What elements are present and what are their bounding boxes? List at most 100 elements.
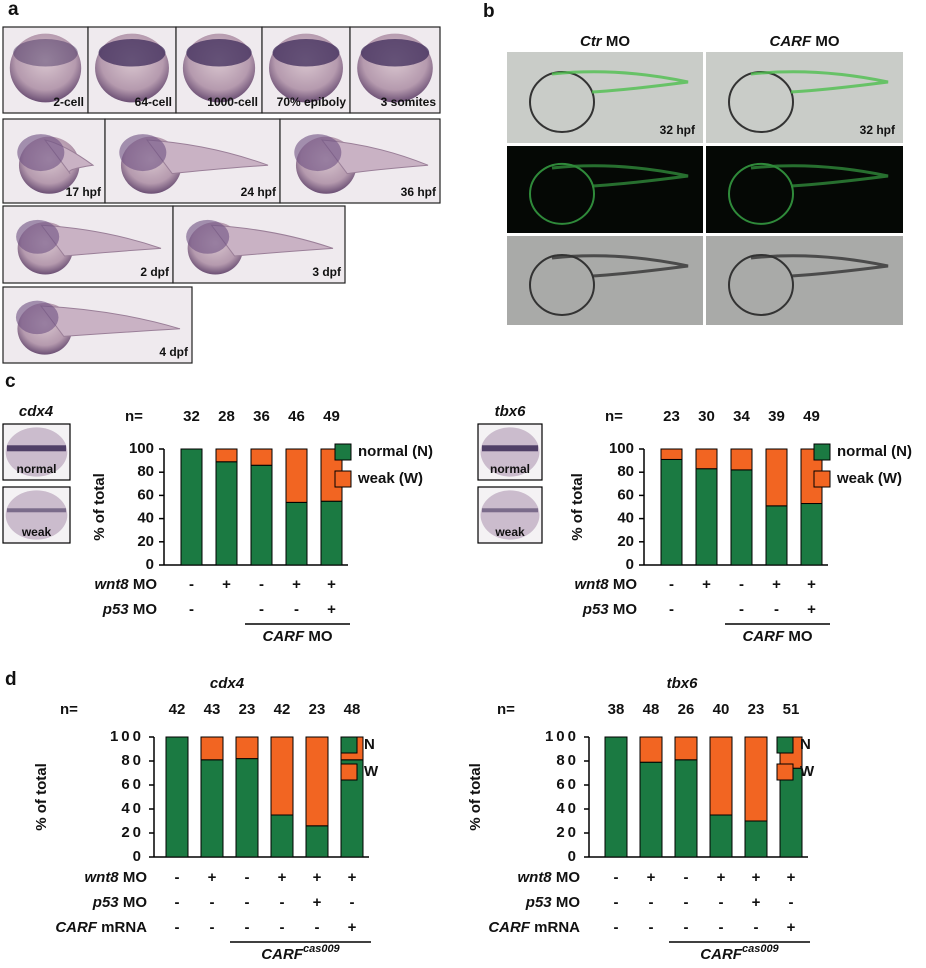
condition-label: CARF mRNA (55, 919, 147, 936)
image-label: 64-cell (135, 95, 172, 109)
bar-segment (200, 736, 224, 761)
bar-segment (709, 736, 733, 816)
text-part: p53 (92, 894, 120, 911)
condition-mark: - (739, 576, 744, 593)
condition-mark: - (259, 576, 264, 593)
column-header: CARF MO (769, 33, 839, 50)
condition-mark: - (189, 601, 194, 618)
condition-label: p53 MO (102, 601, 158, 618)
embryo-tail (551, 164, 689, 188)
text-part: MO (552, 869, 581, 886)
text-part: CARF (742, 628, 784, 645)
bar-segment (674, 759, 698, 858)
n-value: 48 (643, 701, 660, 718)
image-label: 17 hpf (66, 185, 102, 199)
image-label: 36 hpf (401, 185, 437, 199)
text-part: MO (129, 576, 158, 593)
embryo-outline (728, 162, 794, 225)
condition-mark: - (175, 894, 180, 911)
legend-label: N (800, 736, 811, 753)
condition-mark: - (189, 576, 194, 593)
condition-mark: - (280, 919, 285, 936)
text-part: mRNA (530, 919, 580, 936)
condition-mark: - (280, 894, 285, 911)
embryo-tail (39, 305, 181, 337)
text-part: MO (811, 33, 840, 50)
condition-mark: - (175, 869, 180, 886)
inset-embryo (5, 490, 68, 540)
inset-label: normal (490, 462, 530, 476)
condition-mark: + (313, 894, 322, 911)
condition-mark: - (649, 919, 654, 936)
n-value: 46 (288, 408, 305, 425)
bar-segment (765, 448, 788, 507)
embryo-tail (750, 70, 889, 94)
condition-label: wnt8 MO (94, 576, 157, 593)
embryo-outline (529, 162, 595, 225)
y-tick-label: 40 (617, 510, 634, 527)
y-tick-label: 100 (545, 728, 579, 745)
embryo-tail (551, 254, 689, 278)
legend-swatch (340, 763, 358, 781)
bar-segment (285, 448, 308, 503)
y-tick-label: 100 (609, 440, 634, 457)
condition-mark: - (649, 894, 654, 911)
bar-segment (235, 758, 259, 858)
bar-segment (660, 458, 683, 566)
bar-segment (639, 761, 663, 858)
panel-label: b (483, 1, 495, 22)
bar-segment (730, 469, 753, 566)
text-part: CARF (488, 919, 530, 936)
y-tick-label: 0 (146, 556, 154, 573)
condition-mark: + (807, 576, 816, 593)
condition-label: CARF mRNA (488, 919, 580, 936)
bar-segment (800, 503, 823, 566)
bar-segment (320, 500, 343, 566)
n-value: 42 (169, 701, 186, 718)
inset-title: cdx4 (19, 403, 54, 420)
condition-mark: - (719, 894, 724, 911)
condition-mark: + (717, 869, 726, 886)
embryo-cap (13, 39, 78, 67)
image-label: 3 somites (381, 95, 437, 109)
condition-mark: - (719, 919, 724, 936)
embryo-head (17, 134, 65, 172)
panel-label: d (5, 669, 17, 690)
inset-label: weak (494, 525, 525, 539)
text-part: MO (552, 894, 581, 911)
condition-mark: - (245, 894, 250, 911)
condition-mark: - (614, 869, 619, 886)
inset-embryo (480, 427, 540, 477)
condition-mark: + (348, 919, 357, 936)
y-axis-label: % of total (569, 473, 586, 541)
microscopy-image (706, 52, 903, 143)
condition-mark: - (684, 869, 689, 886)
y-tick-label: 40 (556, 800, 579, 817)
n-value: 42 (274, 701, 291, 718)
stage-label: 32 hpf (860, 123, 896, 137)
condition-mark: - (245, 919, 250, 936)
text-part: MO (609, 576, 638, 593)
embryo-tail (145, 139, 269, 175)
condition-mark: - (739, 601, 744, 618)
image-label: 70% epiboly (277, 95, 347, 109)
microscopy-image (507, 146, 703, 233)
bar-segment (250, 464, 273, 566)
n-value: 23 (663, 408, 680, 425)
condition-label: wnt8 MO (84, 869, 147, 886)
n-value: 26 (678, 701, 695, 718)
text-part: MO (609, 601, 638, 618)
chart-title: tbx6 (667, 675, 699, 692)
embryo-tail (551, 70, 689, 94)
y-tick-label: 60 (121, 776, 144, 793)
embryo-outline (728, 253, 794, 316)
n-value: 23 (309, 701, 326, 718)
text-part: wnt8 (517, 869, 552, 886)
bracket-label: CARF MO (742, 628, 812, 645)
condition-mark: - (350, 894, 355, 911)
legend-swatch (813, 470, 831, 488)
condition-mark: + (787, 919, 796, 936)
inset-label: weak (21, 525, 52, 539)
text-part: MO (602, 33, 631, 50)
y-tick-label: 20 (121, 824, 144, 841)
